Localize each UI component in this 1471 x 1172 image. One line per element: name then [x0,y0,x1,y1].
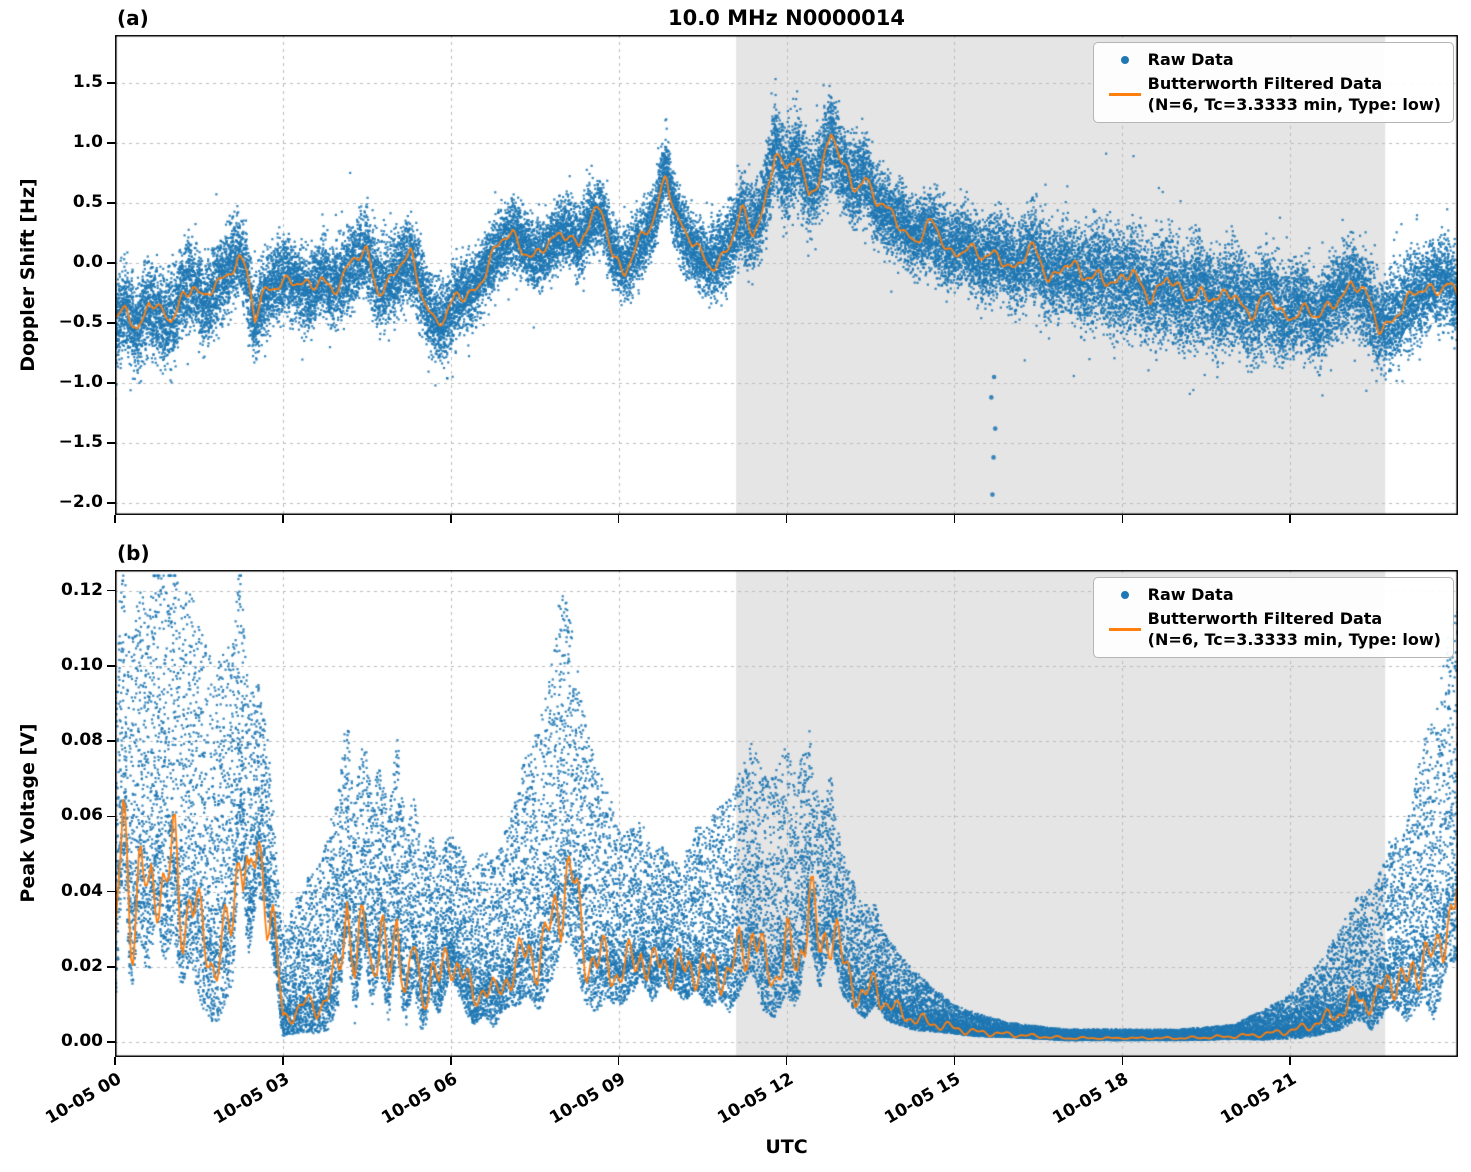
legend-a: Raw Data Butterworth Filtered Data (N=6,… [1092,42,1454,124]
y-tick-label: 0.02 [61,955,103,976]
x-tick-mark [114,515,116,523]
y-tick-mark [107,82,115,84]
legend-raw-label: Raw Data [1147,50,1234,69]
y-tick-mark [107,442,115,444]
filtered-line-icon [1102,628,1148,632]
x-tick-mark [785,1057,788,1065]
y-tick-mark [107,322,115,324]
x-tick-mark [953,515,956,523]
y-tick-label: 0.08 [61,730,103,751]
x-tick-mark [1121,1057,1124,1065]
legend-entry-filtered: Butterworth Filtered Data (N=6, Tc=3.333… [1102,74,1441,116]
y-tick-label: 0.5 [72,192,103,212]
y-tick-label: 0.10 [61,654,103,675]
y-tick-mark [107,1041,115,1043]
legend-raw-label: Raw Data [1147,585,1234,604]
x-tick-label: 10-05 00 [42,1069,125,1129]
legend-b: Raw Data Butterworth Filtered Data (N=6,… [1092,577,1454,659]
x-tick-label: 10-05 09 [545,1069,629,1129]
y-tick-mark [107,740,115,742]
y-tick-mark [107,966,115,968]
x-tick-mark [282,1057,284,1065]
y-tick-label: 0.12 [61,579,103,600]
y-tick-label: −1.5 [58,432,103,452]
y-tick-label: 0.06 [61,805,103,826]
legend-entry-raw: Raw Data [1102,50,1441,71]
raw-data-dot-icon [1102,591,1148,600]
x-tick-label: 10-05 06 [378,1069,461,1129]
x-tick-mark [450,1057,452,1065]
y-tick-label: −1.0 [58,372,103,392]
figure-title: 10.0 MHz N0000014 [668,6,905,30]
y-tick-mark [107,202,115,204]
y-tick-mark [107,665,115,667]
x-tick-mark [450,515,452,523]
x-tick-mark [617,1057,620,1065]
x-axis-label: UTC [765,1136,808,1158]
panel-b-label: (b) [117,541,150,565]
panel-a-label: (a) [117,6,149,30]
legend-filtered-sublabel: (N=6, Tc=3.3333 min, Type: low) [1147,94,1441,114]
legend-filtered-label: Butterworth Filtered Data [1147,608,1383,628]
x-tick-mark [1121,515,1124,523]
x-tick-label: 10-05 15 [881,1069,965,1129]
x-tick-mark [282,515,284,523]
x-tick-label: 10-05 18 [1049,1069,1133,1129]
y-tick-label: −2.0 [58,492,103,512]
legend-filtered-label: Butterworth Filtered Data [1147,73,1383,93]
y-tick-label: 1.5 [72,72,103,92]
legend-entry-filtered: Butterworth Filtered Data (N=6, Tc=3.333… [1102,609,1441,651]
x-tick-mark [953,1057,956,1065]
legend-entry-raw: Raw Data [1102,585,1441,606]
y-tick-label: 0.0 [72,252,103,272]
x-tick-mark [1289,515,1291,523]
x-tick-mark [785,515,788,523]
y-tick-mark [107,589,115,592]
legend-filtered-sublabel: (N=6, Tc=3.3333 min, Type: low) [1147,629,1441,649]
x-tick-label: 10-05 03 [210,1069,293,1129]
filtered-line-icon [1102,93,1148,97]
y-tick-label: 0.04 [61,880,103,901]
y-tick-label: −0.5 [58,312,103,332]
x-tick-label: 10-05 21 [1217,1069,1301,1129]
y-tick-mark [107,382,115,384]
x-tick-mark [1289,1057,1291,1065]
raw-data-dot-icon [1102,56,1148,65]
x-tick-label: 10-05 12 [713,1069,797,1129]
y-tick-mark [107,262,115,264]
y-tick-mark [107,142,115,144]
x-tick-mark [114,1057,116,1065]
y-tick-label: 0.00 [61,1030,103,1051]
x-tick-mark [617,515,620,523]
y-tick-label: 1.0 [72,132,103,152]
y-tick-mark [107,815,115,818]
y-tick-mark [107,502,115,504]
y-tick-mark [107,890,115,893]
